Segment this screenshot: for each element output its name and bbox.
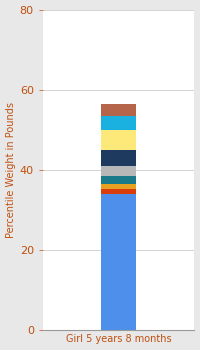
Bar bbox=[101, 176, 136, 183]
Bar bbox=[101, 194, 136, 330]
Bar bbox=[101, 116, 136, 130]
Bar bbox=[101, 189, 136, 194]
Bar bbox=[101, 166, 136, 176]
Bar bbox=[101, 130, 136, 149]
Bar bbox=[101, 104, 136, 116]
Bar bbox=[101, 183, 136, 189]
Y-axis label: Percentile Weight in Pounds: Percentile Weight in Pounds bbox=[6, 102, 16, 238]
Bar bbox=[101, 149, 136, 166]
